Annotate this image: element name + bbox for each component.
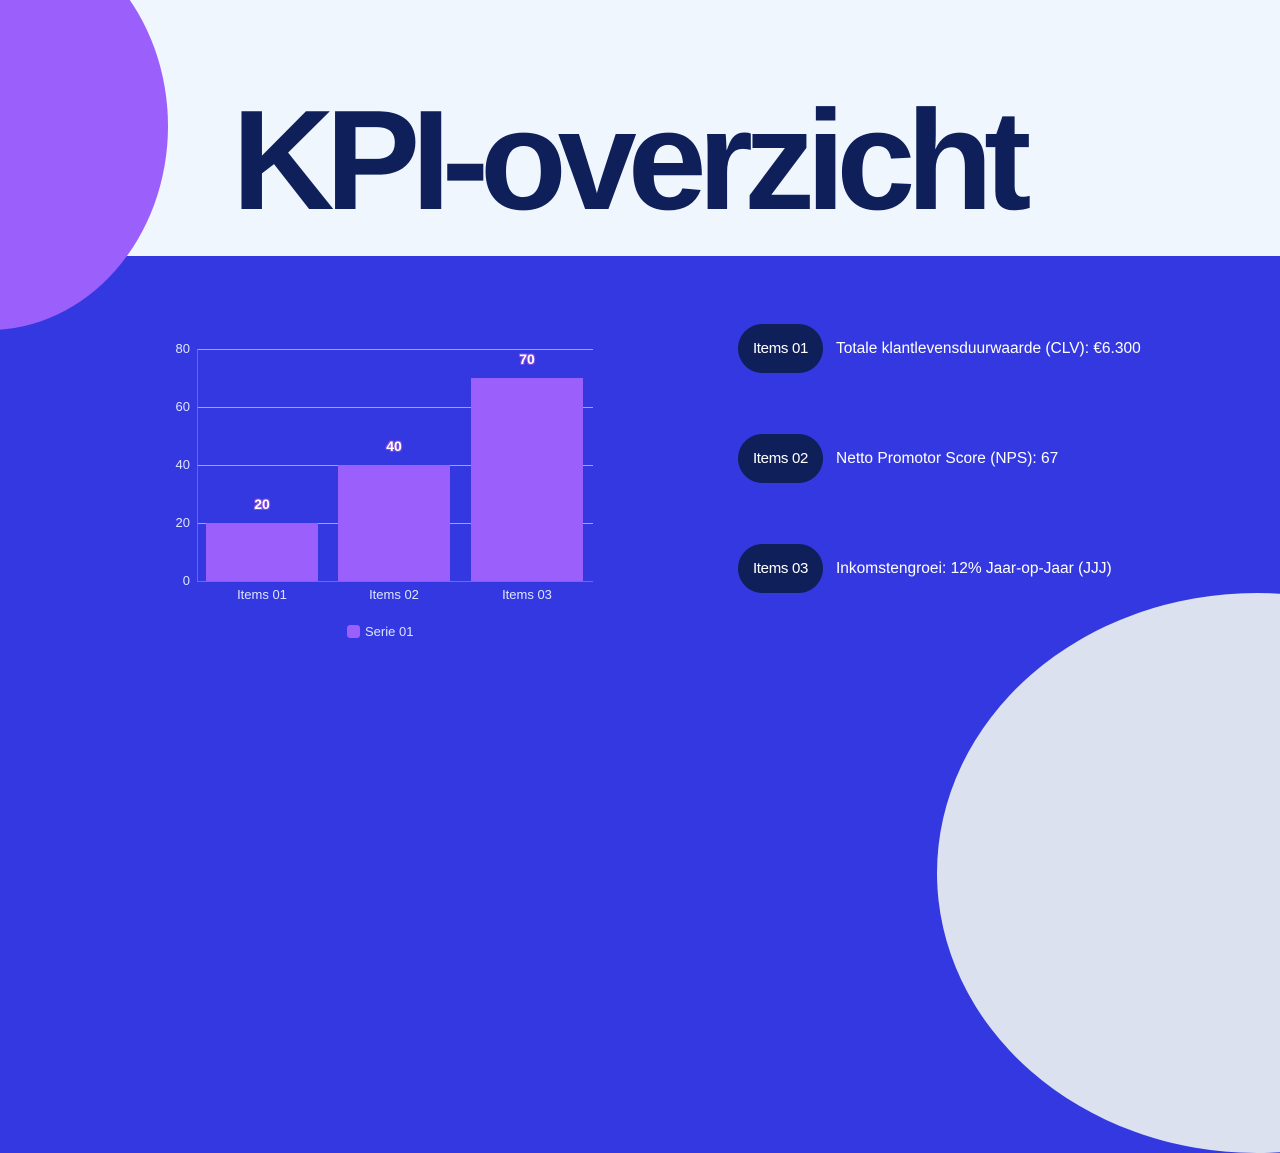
y-tick-label: 60 bbox=[175, 399, 190, 414]
kpi-text: Totale klantlevensduurwaarde (CLV): €6.3… bbox=[836, 339, 1141, 357]
bar-items-03 bbox=[471, 378, 583, 581]
x-axis-line bbox=[197, 581, 593, 582]
header-band bbox=[0, 0, 1280, 256]
data-label: 70 bbox=[519, 351, 535, 367]
bar-items-02 bbox=[338, 465, 450, 581]
y-axis-line bbox=[197, 349, 198, 581]
data-label: 40 bbox=[386, 438, 402, 454]
kpi-badge: Items 01 bbox=[738, 324, 823, 373]
kpi-item: Items 01 Totale klantlevensduurwaarde (C… bbox=[738, 324, 1141, 373]
bar-chart: 80 60 40 20 0 20 40 70 Items 01 Items 02… bbox=[160, 330, 610, 650]
kpi-badge: Items 03 bbox=[738, 544, 823, 593]
chart-legend: Serie 01 bbox=[347, 624, 413, 639]
data-label: 20 bbox=[254, 496, 270, 512]
x-tick-label: Items 01 bbox=[237, 587, 287, 602]
legend-label: Serie 01 bbox=[365, 624, 414, 639]
x-tick-label: Items 03 bbox=[502, 587, 552, 602]
page-title: KPI-overzicht bbox=[232, 81, 1031, 240]
kpi-badge: Items 02 bbox=[738, 434, 823, 483]
x-tick-label: Items 02 bbox=[369, 587, 419, 602]
y-tick-label: 40 bbox=[175, 457, 190, 472]
legend-swatch bbox=[347, 625, 360, 638]
y-tick-label: 20 bbox=[175, 515, 190, 530]
kpi-item: Items 03 Inkomstengroei: 12% Jaar-op-Jaa… bbox=[738, 544, 1112, 593]
kpi-text: Netto Promotor Score (NPS): 67 bbox=[836, 449, 1059, 467]
gridline bbox=[197, 407, 593, 408]
bar-items-01 bbox=[206, 523, 318, 581]
y-tick-label: 80 bbox=[175, 341, 190, 356]
gridline bbox=[197, 349, 593, 350]
kpi-text: Inkomstengroei: 12% Jaar-op-Jaar (JJJ) bbox=[836, 559, 1112, 577]
y-tick-label: 0 bbox=[182, 573, 190, 588]
decorative-purple-circle bbox=[0, 0, 168, 330]
kpi-item: Items 02 Netto Promotor Score (NPS): 67 bbox=[738, 434, 1058, 483]
decorative-grey-circle bbox=[937, 593, 1280, 1153]
